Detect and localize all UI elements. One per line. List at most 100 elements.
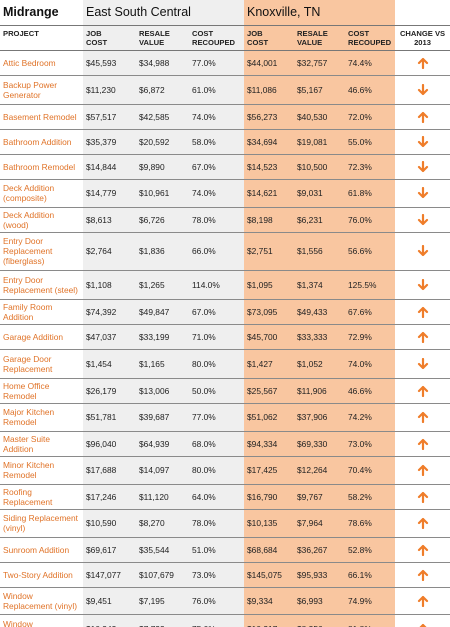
region-resale-value-cell: $11,120 (136, 484, 189, 510)
up-arrow-icon (417, 569, 428, 581)
city-resale-value-cell: $49,433 (294, 299, 346, 325)
region-job-cost-cell: $26,179 (83, 378, 136, 404)
header-line: JOB (247, 28, 263, 38)
city-cost-recouped-cell: 58.2% (345, 484, 396, 510)
region-job-cost-cell: $51,781 (83, 403, 136, 432)
region-job-cost-cell: $10,590 (83, 509, 136, 538)
region-cost-recouped-cell: 80.0% (189, 456, 245, 485)
city-cost-recouped-cell: 66.1% (345, 562, 396, 588)
city-resale-value-header: RESALE VALUE (294, 25, 346, 51)
city-job-cost-cell: $10,217 (244, 614, 295, 627)
change-cell (395, 509, 450, 538)
column-header-row: PROJECT JOB COST RESALE VALUE COST RECOUPED… (0, 25, 450, 51)
region-cost-recouped-cell: 51.0% (189, 537, 245, 563)
city-job-cost-cell: $44,001 (244, 50, 295, 76)
city-job-cost-cell: $73,095 (244, 299, 295, 325)
city-job-cost-cell: $17,425 (244, 456, 295, 485)
region-resale-value-cell: $7,195 (136, 587, 189, 615)
region-cost-recouped-cell: 58.0% (189, 129, 245, 155)
project-name-cell: Entry Door Replacement (fiberglass) (0, 232, 83, 271)
up-arrow-icon (417, 57, 428, 69)
city-job-cost-cell: $56,273 (244, 104, 295, 130)
region-job-cost-cell: $14,779 (83, 179, 136, 208)
change-cell (395, 378, 450, 404)
city-resale-value-cell: $19,081 (294, 129, 346, 155)
table-row: Siding Replacement (vinyl) $10,590 $8,270 7… (0, 509, 450, 538)
region-resale-value-cell: $42,585 (136, 104, 189, 130)
city-resale-value-cell: $95,933 (294, 562, 346, 588)
city-cost-recouped-cell: 70.4% (345, 456, 396, 485)
change-cell (395, 270, 450, 300)
change-cell (395, 349, 450, 379)
region-resale-value-cell: $14,097 (136, 456, 189, 485)
city-job-cost-cell: $16,790 (244, 484, 295, 510)
project-name-cell: Deck Addition (wood) (0, 207, 83, 233)
city-cost-recouped-cell: 61.8% (345, 179, 396, 208)
project-name-cell: Major Kitchen Remodel (0, 403, 83, 432)
up-arrow-icon (418, 623, 427, 627)
city-cost-recouped-cell: 72.3% (345, 154, 396, 180)
table-row: Sunroom Addition $69,617 $35,544 51.0% $68,6… (0, 537, 450, 563)
region-resale-value-cell: $64,939 (136, 431, 189, 457)
region-job-cost-cell: $8,613 (83, 207, 136, 233)
region-resale-value-cell: $1,265 (136, 270, 189, 300)
table-row: Deck Addition (composite) $14,779 $10,961 7… (0, 179, 450, 208)
city-resale-value-cell: $32,757 (294, 50, 346, 76)
down-arrow-icon (417, 160, 428, 172)
region-job-cost-header: JOB COST (83, 25, 136, 51)
city-resale-value-cell: $40,530 (294, 104, 346, 130)
header-line: COST (247, 37, 269, 47)
city-cost-recouped-cell: 72.0% (345, 104, 396, 130)
header-line: COST (192, 28, 214, 38)
table-row: Entry Door Replacement (steel) $1,108 $1,2… (0, 270, 450, 300)
region-job-cost-cell: $147,077 (83, 562, 136, 588)
project-name-cell: Two-Story Addition (0, 562, 83, 588)
table-row: Bathroom Remodel $14,844 $9,890 67.0% $14,52… (0, 154, 450, 180)
region-cost-recouped-cell: 68.0% (189, 431, 245, 457)
header-line: COST (348, 28, 370, 38)
header-line: COST (86, 37, 108, 47)
change-cell (395, 104, 450, 130)
region-cost-recouped-cell: 74.0% (189, 179, 245, 208)
project-name-cell: Garage Door Replacement (0, 349, 83, 379)
header-line: 2013 (414, 37, 431, 47)
region-resale-value-cell: $1,165 (136, 349, 189, 379)
city-cost-recouped-cell: 55.0% (345, 129, 396, 155)
city-resale-value-cell: $5,167 (294, 75, 346, 105)
region-resale-value-cell: $34,988 (136, 50, 189, 76)
down-arrow-icon (417, 213, 428, 225)
region-job-cost-cell: $17,246 (83, 484, 136, 510)
city-resale-value-cell: $6,231 (294, 207, 346, 233)
city-cost-recouped-cell: 56.6% (345, 232, 396, 271)
change-cell (395, 484, 450, 510)
region-resale-value-cell: $1,836 (136, 232, 189, 271)
region-cost-recouped-cell: 66.0% (189, 232, 245, 271)
header-line: CHANGE VS (399, 28, 446, 38)
region-resale-value-cell: $8,270 (136, 509, 189, 538)
region-cost-recouped-cell: 80.0% (189, 349, 245, 379)
down-arrow-icon (417, 278, 428, 290)
region-cost-recouped-header: COST RECOUPED (189, 25, 245, 51)
city-cost-recouped-cell: 73.0% (345, 431, 396, 457)
region-resale-value-cell: $33,199 (136, 324, 189, 350)
city-job-cost-cell: $25,567 (244, 378, 295, 404)
city-cost-recouped-cell: 74.4% (345, 50, 396, 76)
table-row: Window Replacement (wood)$10,342$7,72375… (0, 614, 450, 627)
city-cost-recouped-cell: 76.0% (345, 207, 396, 233)
title-spacer (395, 0, 450, 26)
header-line: VALUE (139, 37, 165, 47)
region-job-cost-cell: $69,617 (83, 537, 136, 563)
down-arrow-icon (417, 245, 428, 257)
region-resale-value-cell: $35,544 (136, 537, 189, 563)
project-name-cell: Minor Kitchen Remodel (0, 456, 83, 485)
region-title: East South Central (83, 0, 245, 26)
region-job-cost-cell: $2,764 (83, 232, 136, 271)
city-resale-value-cell: $7,964 (294, 509, 346, 538)
region-cost-recouped-cell: 114.0% (189, 270, 245, 300)
project-name-cell: Deck Addition (composite) (0, 179, 83, 208)
change-cell (395, 587, 450, 615)
project-column-header: PROJECT (0, 25, 83, 51)
region-job-cost-cell: $47,037 (83, 324, 136, 350)
table-row: Roofing Replacement $17,246 $11,120 64.0% $1… (0, 484, 450, 510)
